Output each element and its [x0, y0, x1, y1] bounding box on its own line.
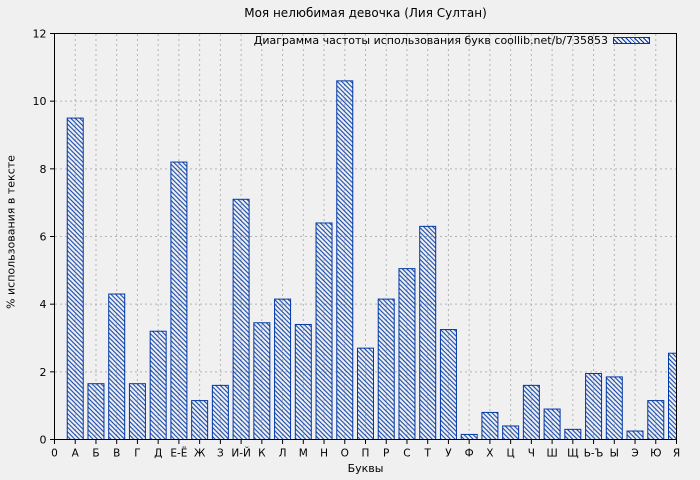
x-tick-label: Я	[673, 448, 680, 460]
bar-Р	[377, 298, 395, 440]
x-tick-label: Р	[383, 448, 389, 460]
bar-Е-Ё	[170, 161, 188, 440]
bar-М	[294, 323, 312, 440]
bar-Ь-Ъ	[585, 373, 603, 440]
x-tick-label: М	[299, 448, 308, 460]
x-tick-label: Ц	[507, 448, 515, 460]
x-tick-label: И-Й	[231, 447, 251, 460]
bar-С	[398, 268, 416, 440]
bar-К	[253, 322, 271, 440]
x-tick-label: Б	[92, 448, 99, 460]
x-tick-label: Е-Ё	[170, 447, 187, 460]
bar-Ц	[502, 425, 520, 440]
y-tick-labels: 0 2 4 6 8 10 12	[33, 28, 47, 447]
x-tick-label: С	[403, 448, 410, 460]
x-tick-label: А	[72, 448, 80, 460]
bar-О	[336, 80, 354, 440]
bar-У	[439, 329, 457, 440]
bar-Ы	[605, 376, 623, 440]
x-axis-label: Буквы	[347, 462, 384, 475]
legend: Диаграмма частоты использования букв coo…	[254, 34, 650, 47]
y-tick-label: 2	[40, 366, 47, 379]
bar-В	[108, 293, 126, 440]
bar-Ч	[522, 384, 540, 440]
bar-Г	[128, 383, 146, 440]
x-tick-label: Ы	[610, 448, 619, 460]
x-tick-label: Т	[423, 448, 431, 460]
chart-title: Моя нелюбимая девочка (Лия Султан)	[244, 6, 487, 20]
bar-Д	[149, 330, 167, 440]
bar-П	[357, 347, 374, 440]
y-tick-label: 12	[33, 28, 47, 41]
bar-Х	[481, 411, 499, 440]
x-tick-label: К	[258, 448, 266, 460]
x-tick-label: Н	[320, 448, 328, 460]
bar-Т	[419, 225, 437, 440]
bar-Ф	[460, 433, 478, 440]
y-tick-label: 10	[33, 95, 47, 108]
x-tick-label: Г	[134, 448, 140, 460]
x-tick-label: О	[341, 448, 349, 460]
x-tick-label: Д	[154, 448, 162, 460]
bar-Щ	[564, 428, 582, 440]
bar-Л	[274, 298, 292, 440]
x-tick-label: Л	[279, 448, 287, 460]
bar-Б	[87, 383, 105, 440]
x-tick-label: У	[445, 448, 452, 460]
y-tick-label: 8	[40, 163, 47, 176]
bar-Ж	[191, 400, 209, 440]
bar-Ю	[647, 400, 665, 440]
x-tick-label: Щ	[567, 448, 579, 460]
bars	[66, 80, 677, 440]
y-tick-label: 0	[40, 434, 47, 447]
x-tick-label: Ь-Ъ	[584, 448, 604, 460]
bar-Ш	[543, 408, 561, 440]
x-tick-label: 0	[51, 448, 58, 460]
x-tick-label: Ю	[650, 448, 661, 460]
x-tick-label: П	[362, 448, 370, 460]
x-tick-label: Х	[486, 448, 493, 460]
x-tick-label: З	[217, 448, 224, 460]
x-tick-label: Ш	[546, 448, 557, 460]
bar-З	[211, 384, 229, 440]
bar-А	[66, 117, 84, 440]
x-tick-labels: 0 А Б В Г Д Е-Ё Ж З И-Й К Л М Н О П Р С Т У Ф Х Ц Ч Ш Щ Ь-Ъ Ы Э Ю Я	[51, 447, 680, 460]
y-axis-label: % использования в тексте	[4, 155, 18, 309]
x-tick-label: В	[113, 448, 120, 460]
bar-Э	[626, 430, 644, 440]
bar-И-Й	[232, 198, 250, 440]
legend-label: Диаграмма частоты использования букв coo…	[253, 34, 608, 47]
y-tick-label: 6	[40, 231, 47, 244]
hatch-swatch-icon	[613, 37, 650, 44]
y-tick-label: 4	[40, 298, 47, 311]
bar-Н	[315, 222, 333, 440]
x-tick-label: Ж	[194, 448, 206, 460]
x-tick-label: Ч	[528, 448, 535, 460]
x-tick-label: Ф	[465, 448, 474, 460]
x-tick-label: Э	[631, 448, 638, 460]
ticks	[50, 33, 677, 444]
